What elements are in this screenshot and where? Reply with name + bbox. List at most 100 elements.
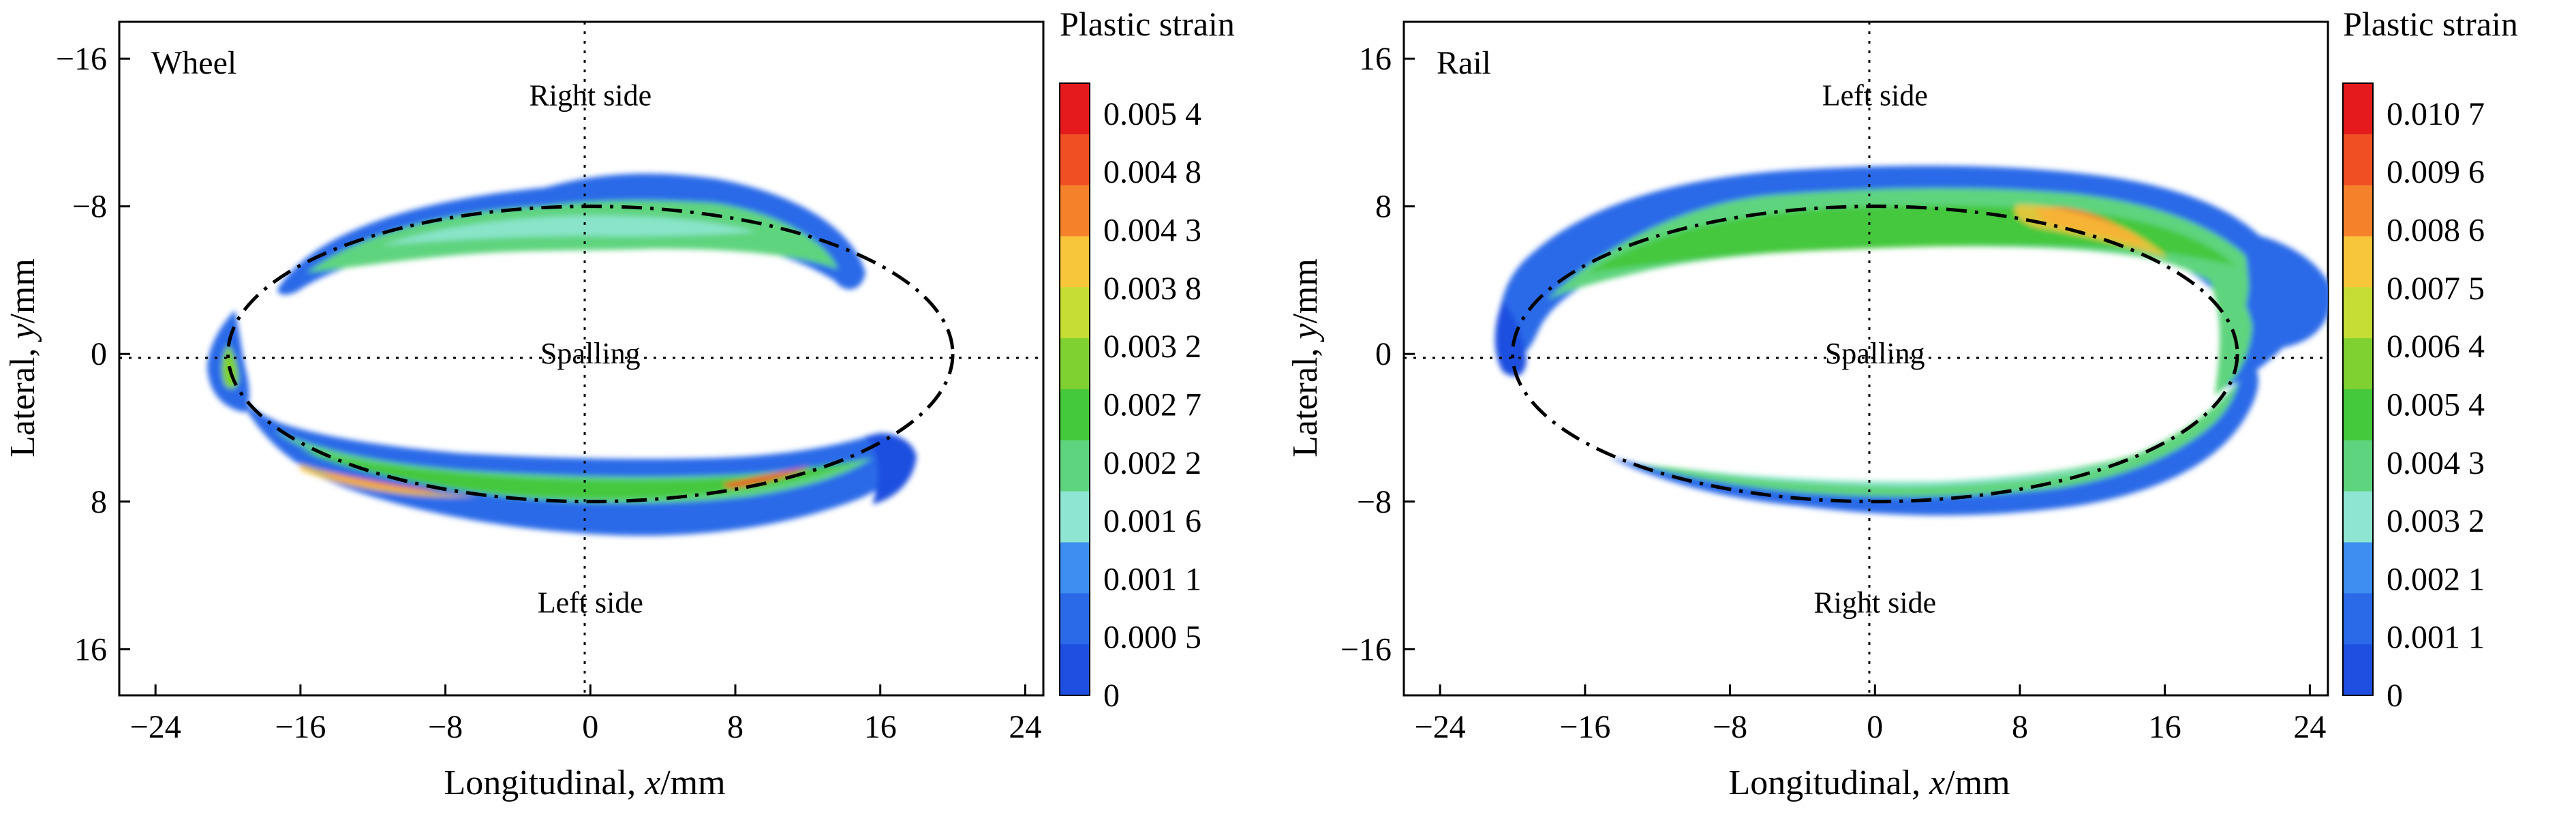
wheel-y-tick-label: −8: [72, 189, 107, 225]
rail-colorbar-label: 0.007 5: [2387, 271, 2485, 307]
rail-y-tick-label: 0: [1375, 336, 1392, 372]
wheel-y-tick-label: 0: [91, 336, 107, 372]
rail-colorbar-segment: [2343, 338, 2373, 390]
wheel-x-tick-label: −8: [428, 709, 463, 745]
rail-right-lobe: [2222, 232, 2328, 389]
wheel-panel-label: Wheel: [151, 45, 236, 81]
wheel-colorbar-frame: [1059, 82, 1090, 696]
wheel-x-tick-label: 24: [1009, 709, 1041, 745]
wheel-colorbar-segment: [1060, 236, 1090, 288]
wheel-y-tick-label: −16: [56, 41, 107, 77]
rail-colorbar-label: 0.002 1: [2387, 561, 2485, 597]
rail-y-tick-label: −8: [1357, 484, 1392, 520]
rail-colorbar-label: 0: [2387, 678, 2403, 714]
rail-colorbar-segment: [2343, 542, 2373, 594]
wheel-y-ticks: −16 −8 0 8 16: [56, 41, 130, 667]
rail-x-tick-label: 0: [1867, 709, 1883, 745]
rail-colorbar-segment: [2343, 389, 2373, 441]
rail-x-tick-label: −16: [1559, 709, 1610, 745]
rail-right-lobe-inner: [2201, 259, 2252, 395]
rail-panel-label: Rail: [1437, 45, 1491, 81]
wheel-colorbar-segment: [1060, 491, 1090, 543]
wheel-annotation: Spalling: [540, 337, 641, 370]
wheel-lower-hotspot-right: [722, 466, 811, 488]
rail-x-tick-label: 16: [2149, 709, 2181, 745]
wheel-colorbar-segment: [1060, 83, 1090, 135]
wheel-colorbar-label: 0.004 3: [1103, 213, 1201, 249]
wheel-x-axis-title: Longitudinal, x/mm: [444, 764, 725, 802]
rail-colorbar-segment: [2343, 593, 2373, 645]
wheel-colorbar-segment: [1060, 644, 1090, 696]
rail-contact-ellipse: [1511, 205, 2239, 504]
wheel-annotation: Left side: [538, 586, 643, 620]
rail-colorbar-segment: [2343, 83, 2373, 135]
rail-colorbar-label: 0.006 4: [2387, 329, 2485, 365]
rail-y-tick-label: 16: [1359, 41, 1392, 77]
rail-y-axis-title: Lateral, y/mm: [1286, 258, 1325, 457]
rail-x-tick-label: −8: [1713, 709, 1747, 745]
wheel-colorbar-label: 0.002 2: [1103, 445, 1201, 481]
wheel-y-tick-label: 16: [74, 631, 107, 667]
wheel-lower-band-inner: [300, 450, 859, 499]
rail-lower-band-inner: [1676, 461, 2133, 487]
rail-colorbar-segment: [2343, 185, 2373, 237]
rail-annotation: Spalling: [1825, 337, 1925, 370]
rail-x-tick-label: 8: [2012, 709, 2028, 745]
wheel-colorbar-label: 0.002 7: [1103, 387, 1201, 423]
rail-lower-band-mid: [1636, 382, 2239, 497]
wheel-lower-hotspot-left-yellow: [300, 464, 477, 498]
rail-colorbar-segment: [2343, 440, 2373, 492]
wheel-x-tick-label: 16: [864, 709, 897, 745]
wheel-annotation: Right side: [529, 78, 651, 112]
wheel-colorbar-segment: [1060, 185, 1090, 237]
rail-annotation: Left side: [1822, 78, 1928, 112]
rail-colorbar-label: 0.005 4: [2387, 387, 2485, 423]
rail-colorbar-label: 0.001 1: [2387, 620, 2485, 656]
wheel-x-tick-label: 8: [727, 709, 743, 745]
rail-colorbar-segment: [2343, 287, 2373, 339]
wheel-panel: −24 −16 −8 0 8 16 24 −16 −8 0 8 16 Wheel Right sid…: [3, 5, 1235, 802]
rail-colorbar-segment: [2343, 644, 2373, 696]
rail-colorbar-segment: [2343, 134, 2373, 186]
wheel-colorbar-label: 0.000 5: [1103, 620, 1201, 656]
wheel-lower-band-outer: [239, 395, 913, 536]
rail-colorbar-frame: [2342, 82, 2374, 696]
rail-y-tick-label: 8: [1375, 189, 1392, 225]
wheel-colorbar-segment: [1060, 593, 1090, 645]
wheel-colorbar-segment: [1060, 134, 1090, 186]
rail-annotations: Left side Spalling Right side: [1813, 78, 1936, 619]
wheel-x-ticks: −24 −16 −8 0 8 16 24: [130, 684, 1041, 745]
wheel-strain-field: [207, 173, 917, 536]
wheel-upper-band-mid: [307, 200, 838, 273]
rail-x-axis-title: Longitudinal, x/mm: [1728, 764, 2010, 802]
wheel-colorbar-label: 0.003 2: [1103, 329, 1201, 365]
rail-colorbar-segment: [2343, 236, 2373, 288]
wheel-colorbar-label: 0.001 1: [1103, 561, 1201, 597]
rail-colorbar-label: 0.010 7: [2387, 96, 2485, 132]
rail-colorbar-title: Plastic strain: [2343, 5, 2518, 43]
wheel-x-tick-label: −16: [275, 709, 326, 745]
wheel-contact-ellipse: [226, 205, 955, 504]
rail-colorbar: 0.010 7 0.009 6 0.008 6 0.007 5 0.006 4 0.005…: [2342, 82, 2485, 714]
rail-x-ticks: −24 −16 −8 0 8 16 24: [1415, 684, 2326, 745]
rail-colorbar-segment: [2343, 491, 2373, 543]
rail-annotation: Right side: [1813, 586, 1936, 620]
rail-colorbar-label: 0.004 3: [2387, 445, 2485, 481]
wheel-colorbar-segment: [1060, 287, 1090, 339]
rail-colorbar-label: 0.009 6: [2387, 154, 2485, 190]
rail-upper-hotspot-yellow: [2014, 205, 2167, 258]
rail-y-tick-label: −16: [1340, 631, 1392, 667]
rail-colorbar-label: 0.003 2: [2387, 503, 2485, 539]
wheel-colorbar-label: 0.003 8: [1103, 271, 1201, 307]
rail-y-ticks: 16 8 0 −8 −16: [1340, 41, 1415, 667]
wheel-colorbar-segment: [1060, 338, 1090, 390]
rail-strain-field: [1494, 166, 2328, 515]
rail-x-tick-label: −24: [1415, 709, 1466, 745]
wheel-colorbar-segment: [1060, 389, 1090, 441]
wheel-y-axis-title: Lateral, y/mm: [3, 258, 42, 457]
wheel-colorbar-segment: [1060, 440, 1090, 492]
wheel-colorbar-label: 0.005 4: [1103, 96, 1201, 132]
wheel-colorbar-segment: [1060, 542, 1090, 594]
wheel-colorbar-label: 0.004 8: [1103, 154, 1201, 190]
